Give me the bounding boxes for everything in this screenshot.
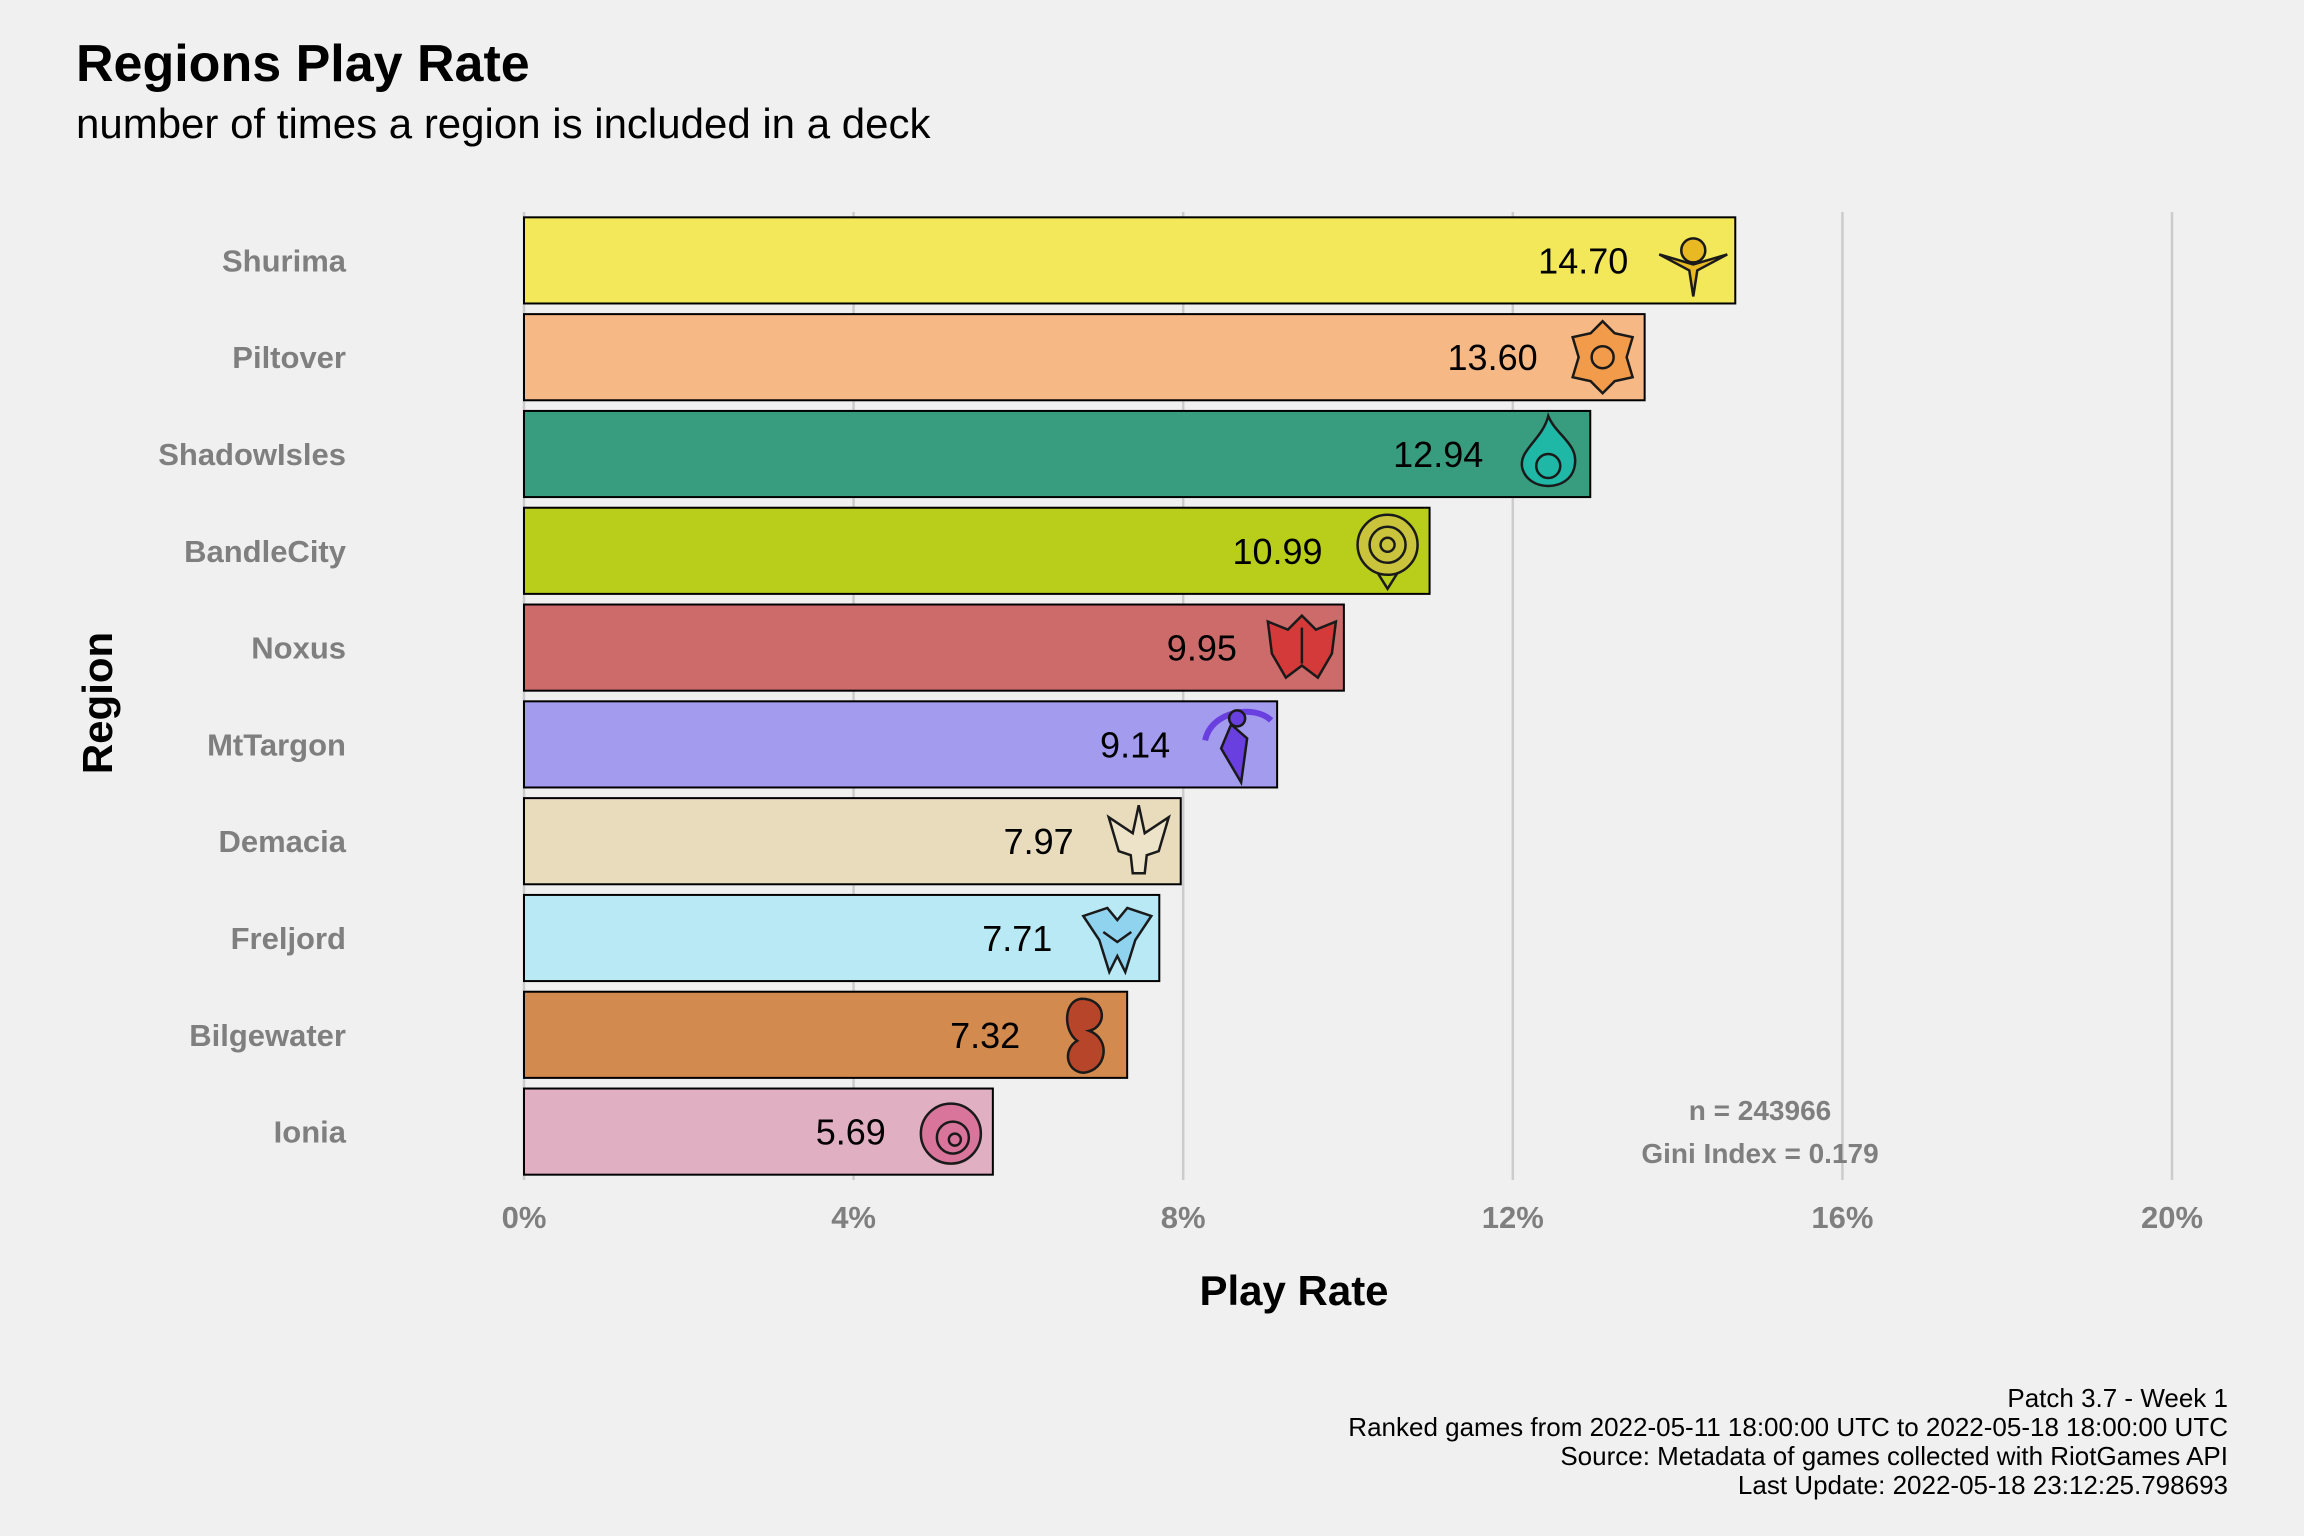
x-tick-label: 4% <box>831 1200 876 1235</box>
bar-group: 7.32 <box>523 990 1129 1079</box>
category-label: Demacia <box>218 824 346 859</box>
bar-group: 13.60 <box>523 313 1646 402</box>
shadowisles-icon <box>1520 411 1577 488</box>
piltover-icon <box>1571 319 1635 395</box>
caption-line: Ranked games from 2022-05-11 18:00:00 UT… <box>1348 1412 2228 1442</box>
x-tick-label: 8% <box>1161 1200 1206 1235</box>
bar <box>523 216 1737 305</box>
bar <box>523 1087 994 1176</box>
gini-index-annotation: Gini Index = 0.179 <box>1641 1138 1878 1169</box>
x-tick-label: 12% <box>1482 1200 1544 1235</box>
x-tick-labels: 0% 4% 8% 12% 16% 20% <box>502 1200 2203 1235</box>
value-label: 9.14 <box>1100 724 1170 765</box>
caption-line: Patch 3.7 - Week 1 <box>2007 1383 2228 1413</box>
ionia-icon <box>919 1102 983 1165</box>
bar <box>523 990 1129 1079</box>
value-label: 13.60 <box>1448 337 1538 378</box>
freljord-icon <box>1081 906 1154 976</box>
category-label: ShadowIsles <box>158 437 346 472</box>
bar-group: 7.97 <box>523 797 1182 886</box>
bars: 14.70 13.60 12.94 10.99 9.95 9.14 7.97 7.71 7.32… <box>523 216 1737 1176</box>
category-labels: Shurima Piltover ShadowIsles BandleCity Noxu… <box>158 243 347 1149</box>
bar <box>523 313 1646 402</box>
value-label: 5.69 <box>816 1112 886 1153</box>
x-tick-label: 20% <box>2141 1200 2203 1235</box>
bar <box>523 797 1182 886</box>
bar <box>523 893 1161 983</box>
value-label: 9.95 <box>1167 628 1237 669</box>
caption-line: Last Update: 2022-05-18 23:12:25.798693 <box>1737 1470 2228 1500</box>
y-axis-title: Region <box>74 632 121 774</box>
category-label: Bilgewater <box>189 1018 346 1053</box>
bar-group: 14.70 <box>523 216 1737 305</box>
category-label: Ionia <box>274 1115 347 1150</box>
chart-title: Regions Play Rate <box>76 35 530 93</box>
noxus-icon <box>1266 613 1338 680</box>
category-label: BandleCity <box>184 534 347 569</box>
bar-group: 10.99 <box>523 506 1431 595</box>
bar-group: 5.69 <box>523 1087 994 1176</box>
bar <box>523 603 1345 692</box>
value-label: 7.97 <box>1004 821 1074 862</box>
shurima-icon <box>1658 237 1728 297</box>
value-label: 12.94 <box>1393 434 1483 475</box>
category-label: Noxus <box>251 631 346 666</box>
bar <box>523 700 1279 789</box>
chart-subtitle: number of times a region is included in … <box>76 100 931 147</box>
category-label: Shurima <box>222 243 347 278</box>
bilgewater-icon <box>1065 997 1105 1075</box>
category-label: Freljord <box>231 921 346 956</box>
value-label: 7.32 <box>950 1015 1020 1056</box>
value-label: 14.70 <box>1538 240 1628 281</box>
bar-group: 9.14 <box>523 700 1279 789</box>
caption-line: Source: Metadata of games collected with… <box>1560 1441 2228 1471</box>
category-label: MtTargon <box>207 727 346 762</box>
x-tick-label: 16% <box>1811 1200 1873 1235</box>
caption: Patch 3.7 - Week 1 Ranked games from 202… <box>1348 1384 2228 1500</box>
demacia-icon <box>1106 804 1171 875</box>
value-label: 7.71 <box>982 918 1052 959</box>
bar <box>523 506 1431 595</box>
category-label: Piltover <box>232 340 346 375</box>
x-axis-title: Play Rate <box>1199 1267 1388 1314</box>
bandlecity-icon <box>1356 513 1419 592</box>
x-tick-label: 0% <box>502 1200 547 1235</box>
sample-size-annotation: n = 243966 <box>1689 1095 1831 1126</box>
bar-group: 7.71 <box>523 893 1161 983</box>
bar <box>523 409 1592 499</box>
value-label: 10.99 <box>1232 531 1322 572</box>
mttargon-icon <box>1202 708 1274 787</box>
bar-group: 12.94 <box>523 409 1592 499</box>
bar-group: 9.95 <box>523 603 1345 692</box>
